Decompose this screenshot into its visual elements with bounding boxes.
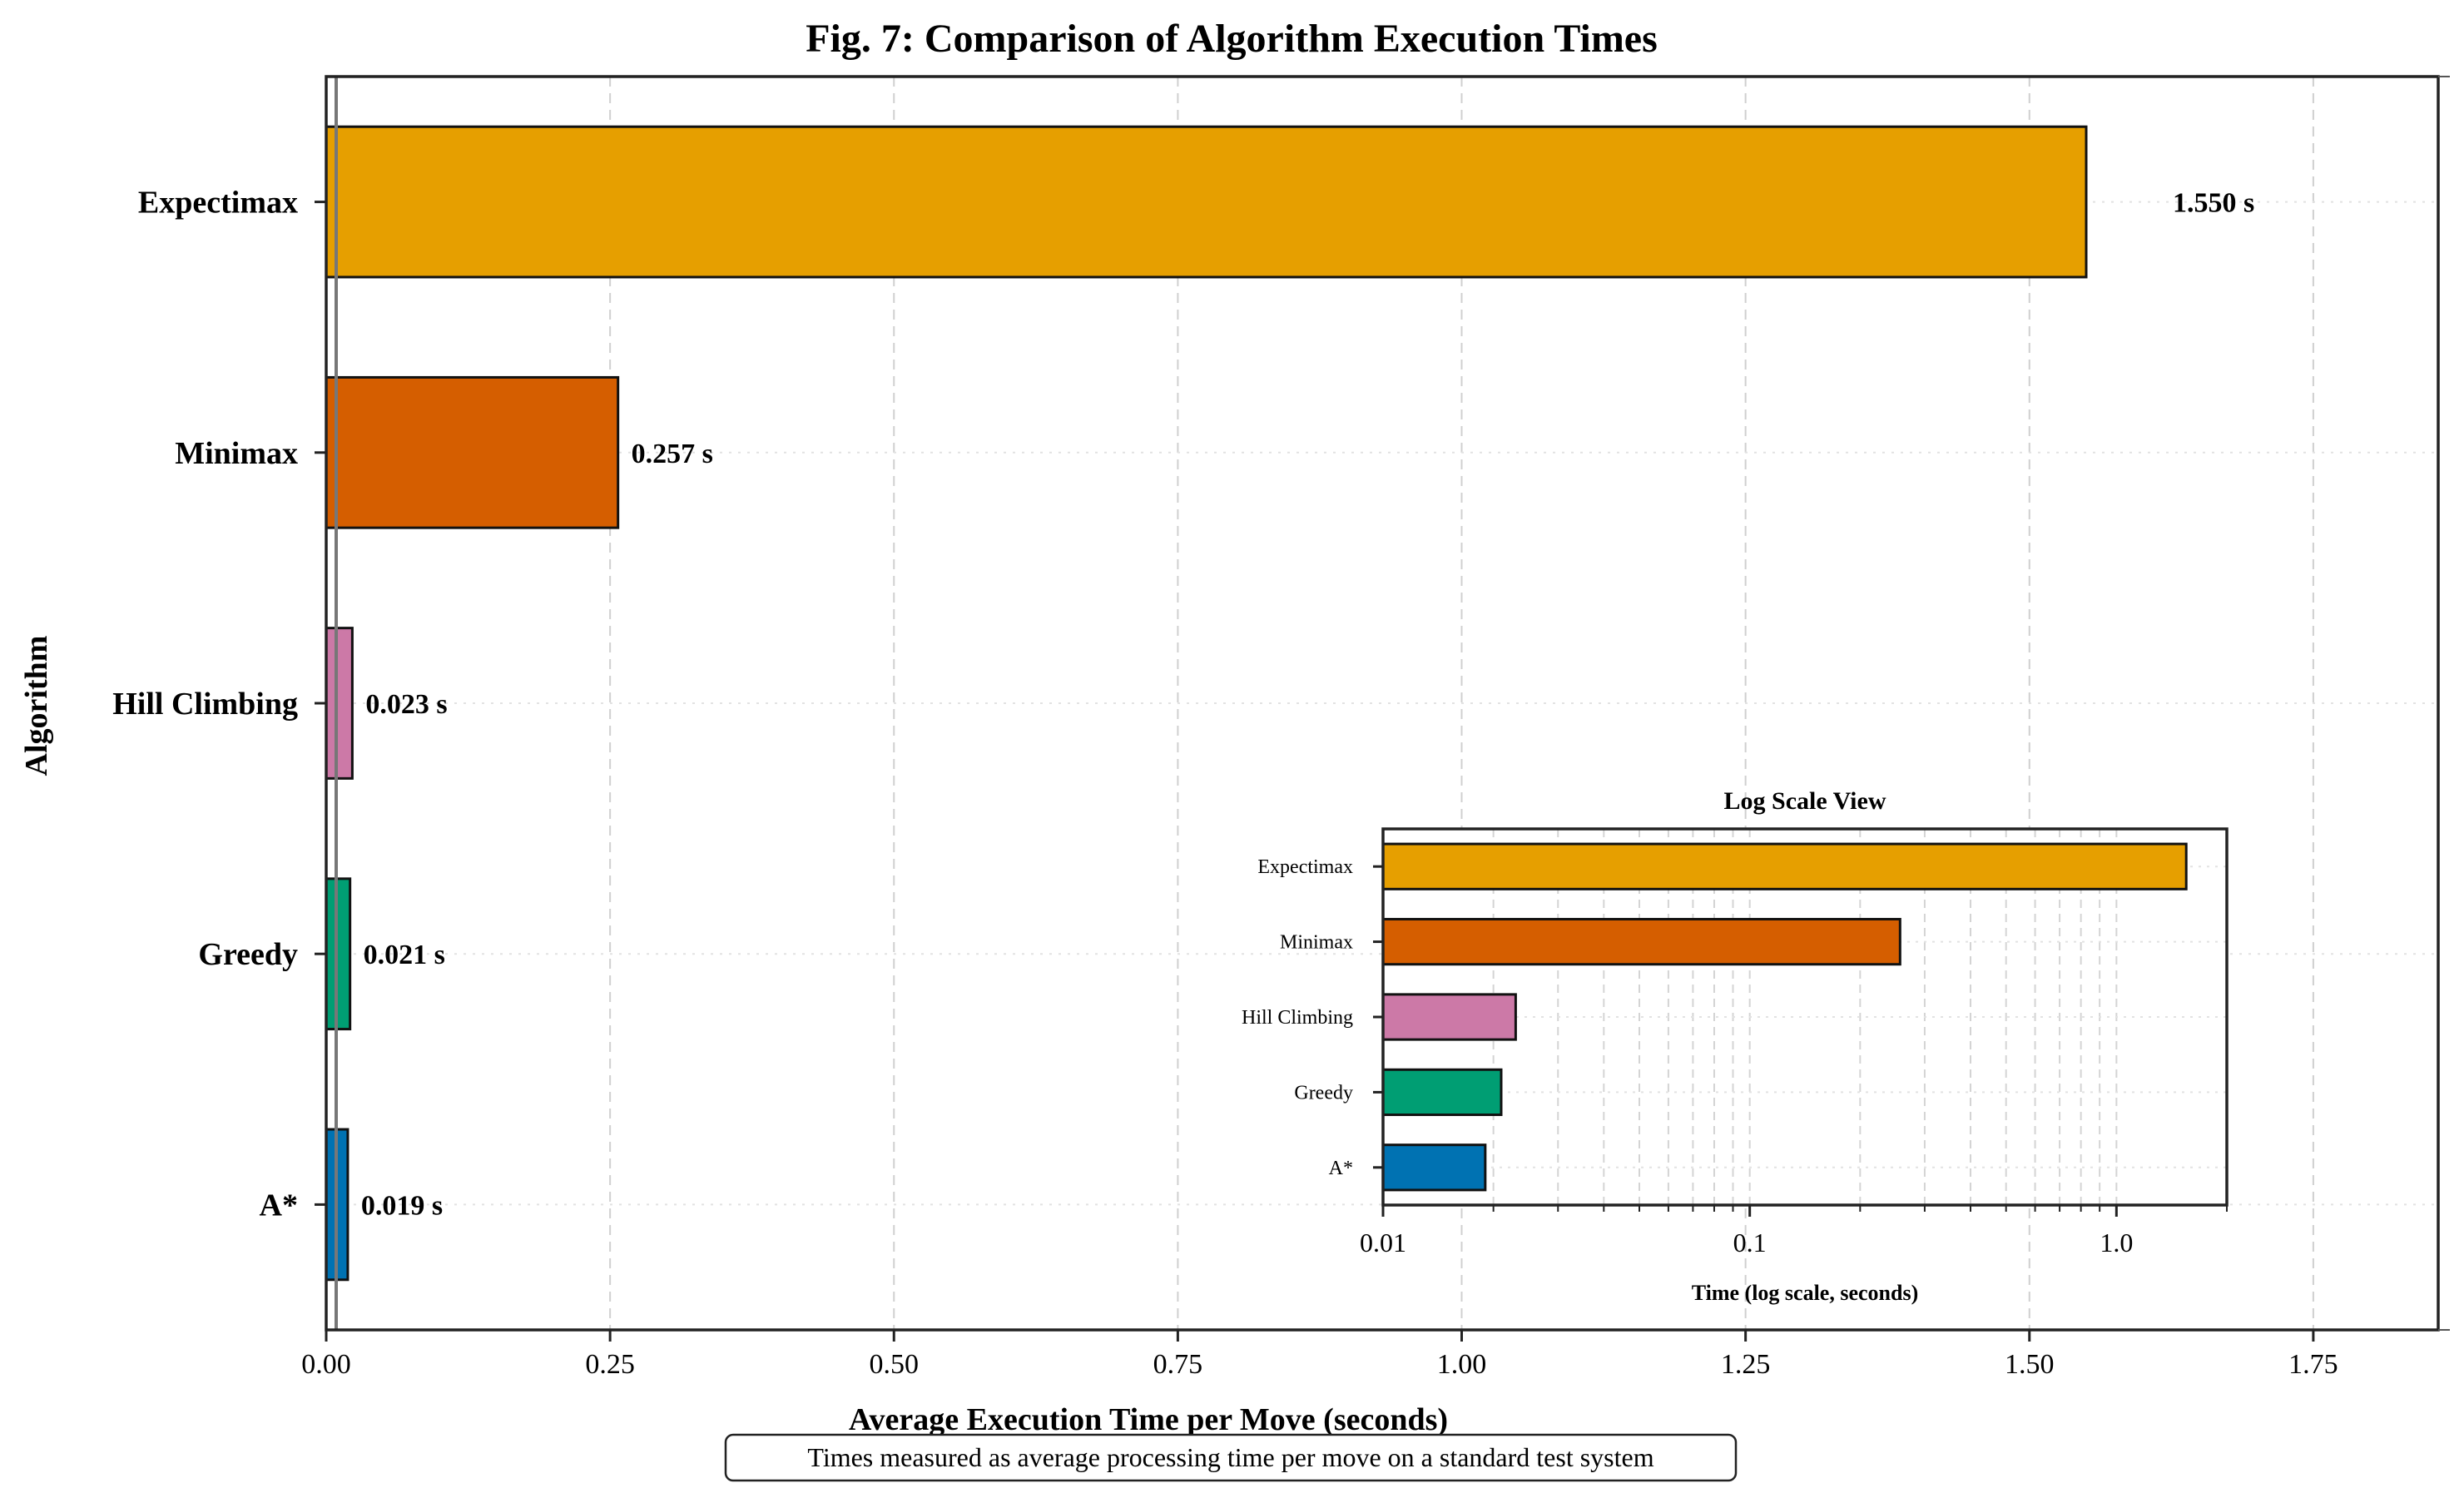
x-tick-label: 0.25 bbox=[585, 1349, 635, 1380]
inset-bar-hill-climbing bbox=[1381, 993, 1517, 1041]
bar-minimax bbox=[325, 375, 620, 529]
data-label: 0.023 s bbox=[365, 689, 447, 720]
inset-x-tick-label: 1.0 bbox=[2100, 1228, 2133, 1257]
category-label: Hill Climbing bbox=[112, 687, 298, 722]
data-label: 0.257 s bbox=[632, 439, 713, 469]
measurement-note: Times measured as average processing tim… bbox=[807, 1442, 1653, 1472]
inset-category-label: Greedy bbox=[1294, 1082, 1353, 1104]
x-tick-label: 1.75 bbox=[2288, 1349, 2338, 1380]
data-label: 0.021 s bbox=[364, 940, 445, 970]
inset-ticks: 0.01 0.1 1.0 bbox=[1360, 865, 2228, 1257]
inset-x-tick-label: 0.1 bbox=[1733, 1228, 1767, 1257]
inset-bar-expectimax bbox=[1381, 842, 2188, 890]
inset-bar-greedy bbox=[1381, 1068, 1503, 1117]
data-label: 1.550 s bbox=[2173, 188, 2254, 219]
inset-background bbox=[1383, 829, 2227, 1205]
x-tick-label: 0.00 bbox=[301, 1349, 351, 1380]
data-label: 0.019 s bbox=[361, 1190, 443, 1221]
bar-greedy bbox=[325, 877, 352, 1031]
category-label: Greedy bbox=[198, 937, 298, 972]
main-category-labels: Expectimax Minimax Hill Climbing Greedy A* bbox=[112, 186, 298, 1223]
inset-category-label: Expectimax bbox=[1257, 856, 1353, 878]
main-ticks: 0.00 0.25 0.50 0.75 1.00 1.25 1.50 1.75 bbox=[301, 201, 2338, 1380]
x-tick-label: 1.50 bbox=[2005, 1349, 2055, 1380]
note-box bbox=[724, 1433, 1738, 1482]
chart-title: Fig. 7: Comparison of Algorithm Executio… bbox=[806, 17, 1658, 61]
inset-bars bbox=[1381, 842, 2188, 1192]
inset-chart: Log Scale View 0.01 0.1 1.0 Expectimax Mini… bbox=[1242, 787, 2229, 1305]
inset-category-label: Hill Climbing bbox=[1242, 1007, 1353, 1029]
y-axis-label: Algorithm bbox=[19, 636, 54, 776]
inset-x-tick-label: 0.01 bbox=[1360, 1228, 1406, 1257]
inset-category-labels: Expectimax Minimax Hill Climbing Greedy A* bbox=[1242, 856, 1353, 1179]
inset-category-label: Minimax bbox=[1280, 932, 1353, 954]
category-label: Minimax bbox=[175, 436, 298, 471]
x-tick-label: 0.75 bbox=[1153, 1349, 1203, 1380]
inset-title: Log Scale View bbox=[1724, 787, 1886, 815]
category-label: Expectimax bbox=[138, 186, 298, 221]
x-axis-label: Average Execution Time per Move (seconds… bbox=[849, 1402, 1448, 1437]
x-tick-label: 1.00 bbox=[1437, 1349, 1487, 1380]
inset-bar-minimax bbox=[1381, 917, 1901, 966]
main-bars bbox=[325, 125, 2088, 1282]
inset-category-label: A* bbox=[1329, 1158, 1353, 1179]
main-data-labels: 1.550 s 0.257 s 0.023 s 0.021 s 0.019 s bbox=[361, 188, 2254, 1222]
inset-bar-a bbox=[1381, 1143, 1487, 1192]
x-tick-label: 0.50 bbox=[870, 1349, 920, 1380]
category-label: A* bbox=[260, 1188, 298, 1223]
x-tick-label: 1.25 bbox=[1721, 1349, 1771, 1380]
bar-expectimax bbox=[325, 125, 2088, 279]
inset-x-axis-label: Time (log scale, seconds) bbox=[1692, 1281, 1919, 1305]
bar-hill-climbing bbox=[325, 627, 354, 780]
